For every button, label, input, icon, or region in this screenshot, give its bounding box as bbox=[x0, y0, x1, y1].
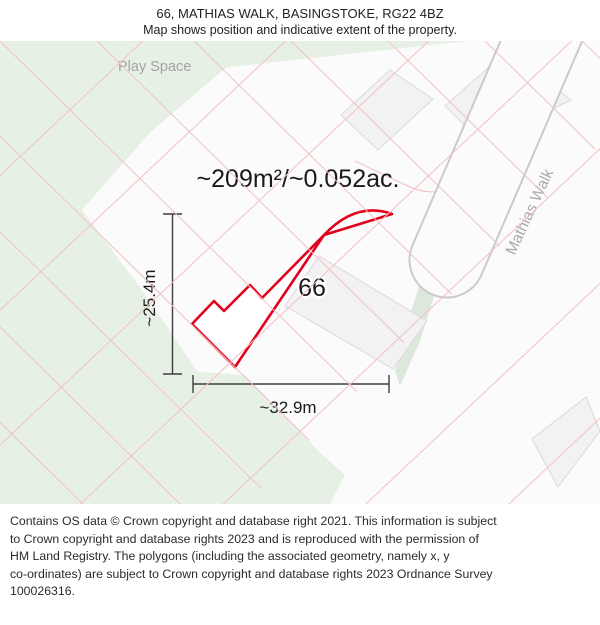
svg-text:66: 66 bbox=[298, 274, 326, 302]
svg-text:~32.9m: ~32.9m bbox=[259, 398, 316, 417]
